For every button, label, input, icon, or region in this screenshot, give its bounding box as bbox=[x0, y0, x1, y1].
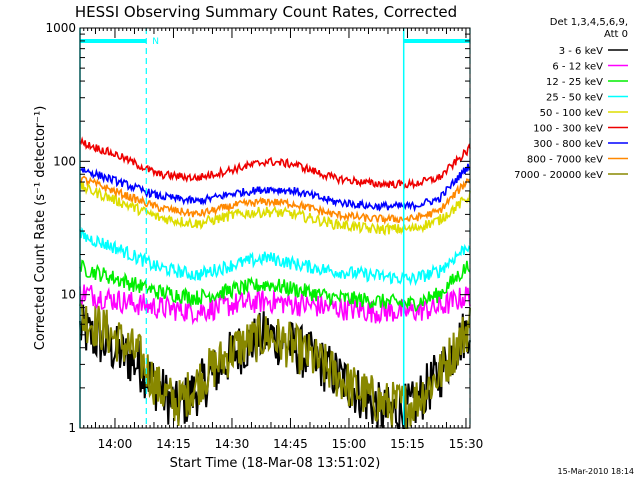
legend-header: Det 1,3,4,5,6,9, bbox=[550, 17, 628, 28]
night-label: N bbox=[152, 37, 159, 47]
x-tick-label: 15:30 bbox=[449, 437, 484, 451]
series-line-25-50-kev bbox=[79, 226, 471, 287]
x-tick-label: 14:00 bbox=[98, 437, 133, 451]
x-tick-label: 15:00 bbox=[332, 437, 367, 451]
x-tick-label: 15:15 bbox=[390, 437, 425, 451]
x-tick-label: 14:15 bbox=[156, 437, 191, 451]
x-tick-label: 14:30 bbox=[215, 437, 250, 451]
legend-entry-label: 50 - 100 keV bbox=[540, 108, 604, 119]
legend-entry-label: 800 - 7000 keV bbox=[527, 155, 603, 166]
series-line-300-800-kev bbox=[79, 163, 471, 213]
y-tick-label: 1000 bbox=[45, 21, 76, 35]
y-tick-label: 10 bbox=[61, 288, 76, 302]
footer-timestamp: 15-Mar-2010 18:14 bbox=[558, 467, 635, 476]
legend-entry-label: 25 - 50 keV bbox=[546, 93, 603, 104]
legend-entry-label: 7000 - 20000 keV bbox=[514, 170, 603, 181]
series-line-800-7000-kev bbox=[79, 175, 471, 225]
series-line-12-25-kev bbox=[79, 259, 471, 312]
legend-entry-label: 100 - 300 keV bbox=[533, 124, 603, 135]
y-tick-label: 1 bbox=[68, 421, 76, 435]
legend-entry-label: 12 - 25 keV bbox=[546, 77, 603, 88]
y-axis-label: Corrected Count Rate (s⁻¹ detector⁻¹) bbox=[33, 106, 48, 351]
axes: 1 10 100 1000 14:00 14:15 14:30 14:45 15:00 15:15… bbox=[45, 21, 483, 451]
series-line-50-100-kev bbox=[79, 179, 471, 237]
x-axis-label: Start Time (18-Mar-08 13:51:02) bbox=[170, 456, 381, 471]
series-layer bbox=[79, 136, 471, 429]
legend: Det 1,3,4,5,6,9,Att 03 - 6 keV 6 - 12 keV… bbox=[514, 17, 628, 181]
legend-entry-label: 6 - 12 keV bbox=[552, 62, 603, 73]
chart-title: HESSI Observing Summary Count Rates, Cor… bbox=[75, 3, 457, 21]
series-line-100-300-kev bbox=[79, 136, 471, 191]
legend-header: Att 0 bbox=[604, 29, 628, 40]
x-tick-label: 14:45 bbox=[273, 437, 308, 451]
series-line-7000-20000-kev bbox=[79, 300, 471, 429]
series-line-6-12-kev bbox=[79, 284, 471, 326]
legend-entry-label: 300 - 800 keV bbox=[533, 139, 603, 150]
y-tick-label: 100 bbox=[53, 154, 76, 168]
legend-entry-label: 3 - 6 keV bbox=[559, 46, 603, 57]
